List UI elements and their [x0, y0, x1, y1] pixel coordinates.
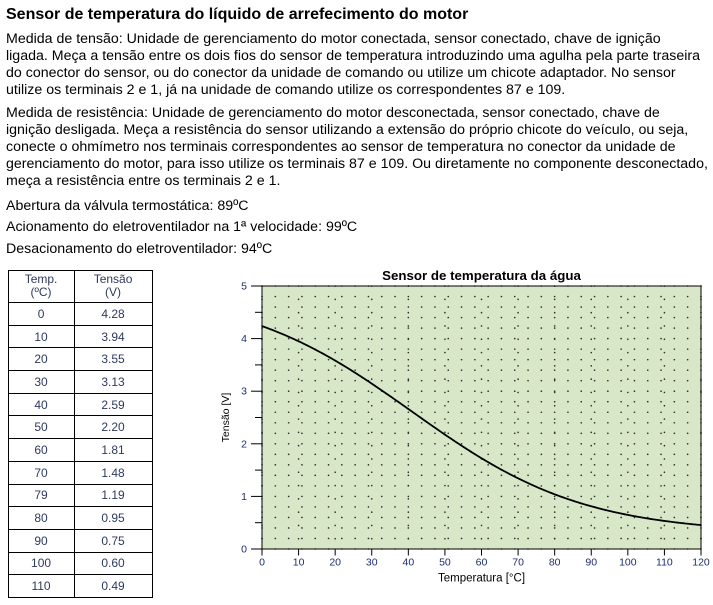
svg-text:90: 90 [585, 557, 597, 569]
svg-text:50: 50 [439, 557, 451, 569]
svg-text:4: 4 [241, 333, 247, 345]
svg-text:40: 40 [402, 557, 414, 569]
svg-text:2: 2 [241, 438, 247, 450]
svg-text:0: 0 [259, 557, 265, 569]
svg-text:1: 1 [241, 491, 247, 503]
svg-text:Tensão [V]: Tensão [V] [220, 393, 232, 443]
svg-text:100: 100 [619, 557, 637, 569]
svg-text:Temperatura [°C]: Temperatura [°C] [438, 573, 525, 585]
svg-text:20: 20 [329, 557, 341, 569]
svg-text:5: 5 [241, 281, 247, 293]
svg-text:60: 60 [476, 557, 488, 569]
svg-text:120: 120 [692, 557, 710, 569]
svg-text:30: 30 [366, 557, 378, 569]
svg-text:0: 0 [241, 544, 247, 556]
svg-text:Sensor de temperatura da água: Sensor de temperatura da água [382, 268, 581, 283]
svg-text:110: 110 [656, 557, 673, 569]
svg-text:80: 80 [549, 557, 561, 569]
svg-text:70: 70 [512, 557, 524, 569]
svg-text:3: 3 [241, 386, 247, 398]
svg-text:10: 10 [293, 557, 305, 569]
